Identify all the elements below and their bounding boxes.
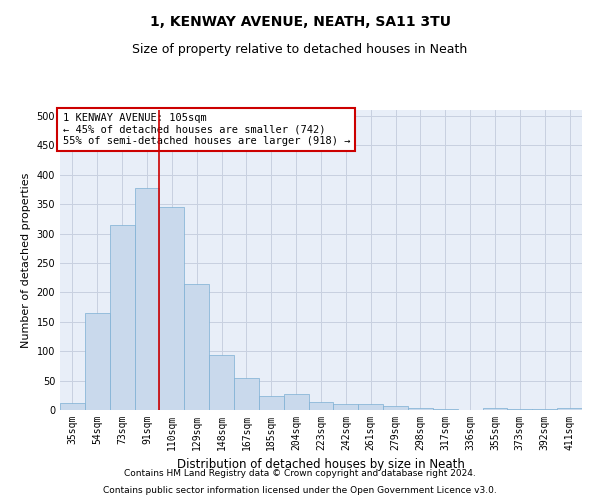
Y-axis label: Number of detached properties: Number of detached properties xyxy=(21,172,31,348)
Bar xyxy=(284,394,308,410)
Bar xyxy=(557,408,582,410)
Bar xyxy=(334,404,358,410)
Text: Size of property relative to detached houses in Neath: Size of property relative to detached ho… xyxy=(133,42,467,56)
Bar xyxy=(308,402,334,410)
Bar xyxy=(482,408,508,410)
Bar xyxy=(408,408,433,410)
Bar xyxy=(358,404,383,410)
Bar xyxy=(383,406,408,410)
Text: Contains HM Land Registry data © Crown copyright and database right 2024.: Contains HM Land Registry data © Crown c… xyxy=(124,468,476,477)
Text: 1 KENWAY AVENUE: 105sqm
← 45% of detached houses are smaller (742)
55% of semi-d: 1 KENWAY AVENUE: 105sqm ← 45% of detache… xyxy=(62,113,350,146)
Bar xyxy=(85,313,110,410)
Bar xyxy=(259,396,284,410)
Bar xyxy=(234,378,259,410)
Bar xyxy=(184,284,209,410)
Text: 1, KENWAY AVENUE, NEATH, SA11 3TU: 1, KENWAY AVENUE, NEATH, SA11 3TU xyxy=(149,15,451,29)
X-axis label: Distribution of detached houses by size in Neath: Distribution of detached houses by size … xyxy=(177,458,465,471)
Bar xyxy=(110,224,134,410)
Text: Contains public sector information licensed under the Open Government Licence v3: Contains public sector information licen… xyxy=(103,486,497,495)
Bar xyxy=(209,356,234,410)
Bar xyxy=(60,403,85,410)
Bar xyxy=(134,188,160,410)
Bar xyxy=(160,207,184,410)
